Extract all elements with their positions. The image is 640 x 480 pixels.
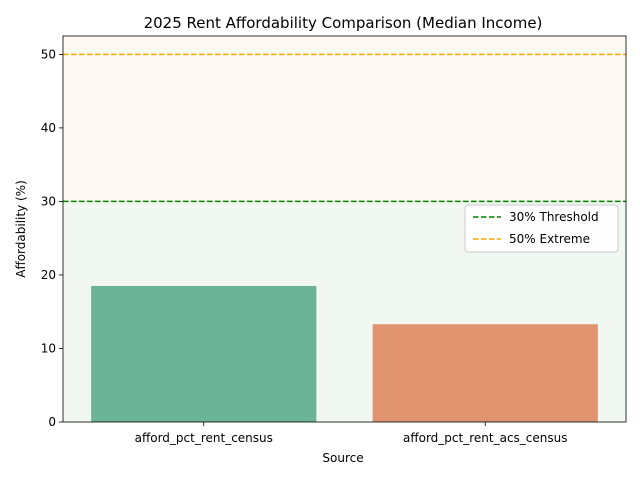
y-tick-label: 30: [41, 194, 56, 208]
x-axis-label: Source: [322, 451, 363, 465]
x-tick-label: afford_pct_rent_acs_census: [403, 431, 567, 445]
shaded-band-1: [63, 36, 626, 202]
plot-area-frame: [62, 35, 627, 423]
y-tick-label: 50: [41, 47, 56, 61]
legend: 30% Threshold 50% Extreme: [464, 204, 619, 253]
x-axis-ticks: afford_pct_rent_census afford_pct_rent_ac…: [135, 422, 567, 445]
reference-lines: [63, 53, 626, 203]
bars-group: [91, 285, 598, 422]
legend-label-threshold: 30% Threshold: [509, 210, 599, 224]
y-tick-label: 0: [48, 415, 56, 429]
y-tick-label: 10: [41, 341, 56, 355]
bar-afford_pct_rent_acs_census: [372, 324, 598, 422]
y-tick-label: 20: [41, 268, 56, 282]
x-tick-label: afford_pct_rent_census: [135, 431, 273, 445]
chart-title: 2025 Rent Affordability Comparison (Medi…: [144, 14, 543, 32]
y-axis-label: Affordability (%): [14, 180, 28, 278]
legend-box: [464, 204, 619, 253]
legend-label-extreme: 50% Extreme: [509, 232, 590, 246]
y-tick-label: 40: [41, 121, 56, 135]
y-axis-ticks: 0 10 20 30 40 50: [41, 47, 63, 429]
bar-afford_pct_rent_census: [91, 285, 317, 422]
